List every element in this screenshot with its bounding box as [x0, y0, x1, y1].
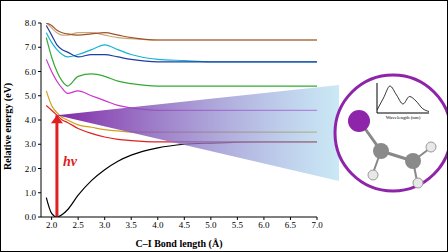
svg-text:5.5: 5.5: [232, 220, 244, 230]
svg-text:6.0: 6.0: [25, 67, 37, 77]
svg-text:6.5: 6.5: [285, 220, 297, 230]
svg-text:5.0: 5.0: [205, 220, 217, 230]
svg-text:2.0: 2.0: [25, 164, 37, 174]
svg-text:2.5: 2.5: [73, 220, 85, 230]
svg-text:1.0: 1.0: [25, 188, 37, 198]
svg-text:7.0: 7.0: [311, 220, 323, 230]
svg-text:8.0: 8.0: [25, 18, 37, 28]
svg-text:3.5: 3.5: [126, 220, 138, 230]
svg-text:3.0: 3.0: [25, 139, 37, 149]
svg-text:0.0: 0.0: [25, 212, 37, 222]
svg-text:4.0: 4.0: [25, 115, 37, 125]
svg-text:C–I Bond length (Å): C–I Bond length (Å): [136, 238, 223, 250]
svg-text:7.0: 7.0: [25, 42, 37, 52]
svg-text:3.0: 3.0: [99, 220, 111, 230]
svg-text:6.0: 6.0: [258, 220, 270, 230]
svg-text:hν: hν: [63, 154, 78, 169]
svg-text:2.0: 2.0: [46, 220, 58, 230]
svg-text:4.5: 4.5: [179, 220, 191, 230]
svg-text:Relative energy (eV): Relative energy (eV): [2, 83, 14, 170]
html-text:Wavelength (nm): Wavelength (nm): [385, 115, 421, 120]
svg-text:4.0: 4.0: [152, 220, 164, 230]
svg-text:5.0: 5.0: [25, 91, 37, 101]
